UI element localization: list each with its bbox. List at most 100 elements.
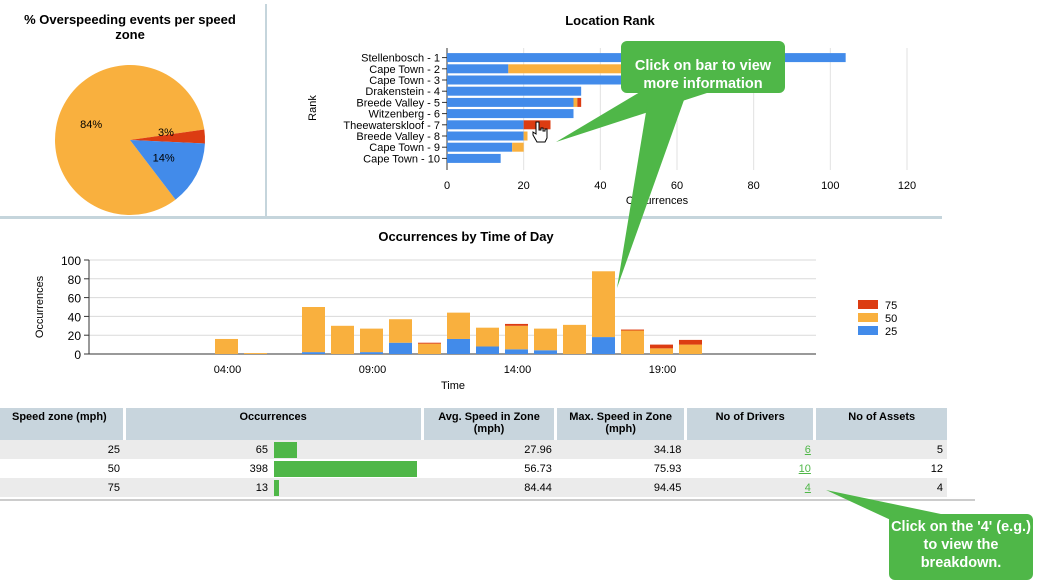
time-of-day-title: Occurrences by Time of Day — [378, 229, 554, 244]
rank-bar-segment[interactable] — [508, 64, 628, 74]
cell-occurrences: 65 — [124, 440, 423, 459]
x-tick-label: 80 — [748, 180, 760, 192]
pie-slice[interactable] — [130, 129, 205, 144]
pie-slice-label: 84% — [80, 119, 102, 131]
table-bottom-rule — [0, 499, 975, 501]
pie-slice[interactable] — [130, 140, 205, 200]
cell-max-speed: 75.93 — [653, 462, 682, 475]
cell-assets: 4 — [814, 478, 947, 497]
time-bar-segment[interactable] — [679, 339, 702, 345]
time-bar-segment[interactable] — [621, 330, 644, 355]
time-bar-segment[interactable] — [650, 344, 673, 349]
rank-bar-segment[interactable] — [447, 109, 574, 119]
legend-swatch[interactable] — [858, 313, 878, 322]
time-bar-segment[interactable] — [418, 342, 441, 344]
x-tick-label: 19:00 — [649, 364, 677, 376]
time-bar-segment[interactable] — [563, 324, 586, 354]
cell-speed-zone: 75 — [0, 478, 125, 497]
drivers-link[interactable]: 10 — [798, 462, 811, 475]
time-bar-segment[interactable] — [650, 348, 673, 354]
pie-slice-label: 3% — [158, 127, 174, 139]
time-bar-segment[interactable] — [534, 350, 557, 354]
time-of-day-chart[interactable]: 0 20 40 60 80 100 04:00 09:00 14:00 19:00 Time Occu… — [30, 250, 910, 395]
time-bar-segment[interactable] — [505, 325, 528, 350]
rank-bar-segment[interactable] — [447, 64, 509, 74]
rank-bar-segment[interactable] — [447, 131, 524, 141]
cell-assets: 12 — [930, 462, 943, 475]
cell-assets: 5 — [814, 440, 947, 459]
y-tick-label: Drakenstein - 4 — [365, 86, 440, 98]
time-bar-segment[interactable] — [302, 307, 325, 353]
col-no-of-assets[interactable]: No of Assets — [814, 408, 947, 440]
time-bar-segment[interactable] — [302, 352, 325, 354]
rank-bar-segment[interactable] — [447, 153, 501, 163]
y-tick-label: Cape Town - 10 — [363, 153, 440, 165]
time-bar-segment[interactable] — [476, 327, 499, 347]
x-tick-label: 60 — [671, 180, 683, 192]
hand-cursor-icon — [532, 121, 548, 143]
time-bar-segment[interactable] — [505, 323, 528, 326]
x-tick-label: 04:00 — [214, 364, 242, 376]
y-tick-label: Cape Town - 2 — [369, 64, 440, 76]
occurrence-count: 65 — [255, 443, 269, 456]
cell-avg-speed: 56.73 — [524, 462, 552, 475]
time-bar-segment[interactable] — [244, 353, 267, 354]
col-max-speed[interactable]: Max. Speed in Zone (mph) — [555, 408, 687, 440]
x-tick-label: 09:00 — [359, 364, 387, 376]
time-bar-segment[interactable] — [215, 338, 238, 354]
time-bar-segment[interactable] — [418, 343, 441, 354]
occurrence-bar — [274, 460, 418, 477]
hand-cursor-shape[interactable] — [532, 121, 548, 143]
x-axis-title: Time — [441, 380, 465, 392]
rank-bar-segment[interactable] — [512, 142, 524, 152]
time-bar-segment[interactable] — [679, 344, 702, 354]
time-bar-segment[interactable] — [389, 319, 412, 343]
time-bar-segment[interactable] — [447, 312, 470, 339]
y-tick-label: Breede Valley - 8 — [356, 131, 440, 143]
pie-slice[interactable] — [55, 65, 205, 215]
cell-speed-zone: 25 — [0, 440, 125, 459]
cell-avg-speed: 84.44 — [422, 478, 556, 497]
time-bar-segment[interactable] — [592, 337, 615, 354]
time-bar-segment[interactable] — [505, 349, 528, 354]
x-tick-label: 20 — [518, 180, 530, 192]
y-tick-label: Stellenbosch - 1 — [361, 53, 440, 65]
rank-bar-segment[interactable] — [523, 131, 528, 141]
y-axis-title: Rank — [307, 95, 319, 121]
time-bar-segment[interactable] — [360, 352, 383, 354]
legend-swatch[interactable] — [858, 326, 878, 335]
time-bar-segment[interactable] — [592, 271, 615, 338]
rank-bar-segment[interactable] — [577, 97, 582, 107]
rank-bar-segment[interactable] — [447, 75, 628, 85]
x-tick-label: 0 — [444, 180, 450, 192]
pie-chart[interactable]: 84% 3% 14% — [40, 55, 220, 215]
x-tick-label: 100 — [821, 180, 839, 192]
time-bar-segment[interactable] — [621, 329, 644, 331]
y-tick-label: 60 — [68, 292, 82, 306]
rank-bar-segment[interactable] — [447, 120, 524, 130]
x-tick-label: 14:00 — [504, 364, 532, 376]
time-bar-segment[interactable] — [360, 328, 383, 353]
time-bar-segment[interactable] — [331, 325, 354, 354]
cell-drivers: 6 — [685, 440, 815, 459]
cell-max-speed: 94.45 — [555, 478, 686, 497]
legend-swatch[interactable] — [858, 300, 878, 309]
table-row: 25 65 27.96 34.18 6 5 — [0, 440, 947, 459]
y-tick-label: Theewaterskloof - 7 — [343, 120, 440, 132]
col-occurrences[interactable]: Occurrences — [124, 408, 424, 440]
pie-slice-label: 14% — [153, 153, 175, 165]
time-bar-segment[interactable] — [447, 338, 470, 354]
rank-bar-segment[interactable] — [447, 86, 582, 96]
rank-bar-segment[interactable] — [447, 142, 513, 152]
time-bar-segment[interactable] — [476, 346, 499, 354]
drivers-link[interactable]: 4 — [804, 481, 811, 494]
rank-bar-segment[interactable] — [573, 97, 578, 107]
time-bar-segment[interactable] — [534, 328, 557, 351]
rank-bar-segment[interactable] — [447, 97, 574, 107]
col-speed-zone[interactable]: Speed zone (mph) — [0, 408, 126, 440]
col-avg-speed[interactable]: Avg. Speed in Zone (mph) — [422, 408, 558, 440]
drivers-link[interactable]: 6 — [804, 443, 811, 456]
col-no-of-drivers[interactable]: No of Drivers — [685, 408, 817, 440]
time-bar-segment[interactable] — [389, 342, 412, 354]
